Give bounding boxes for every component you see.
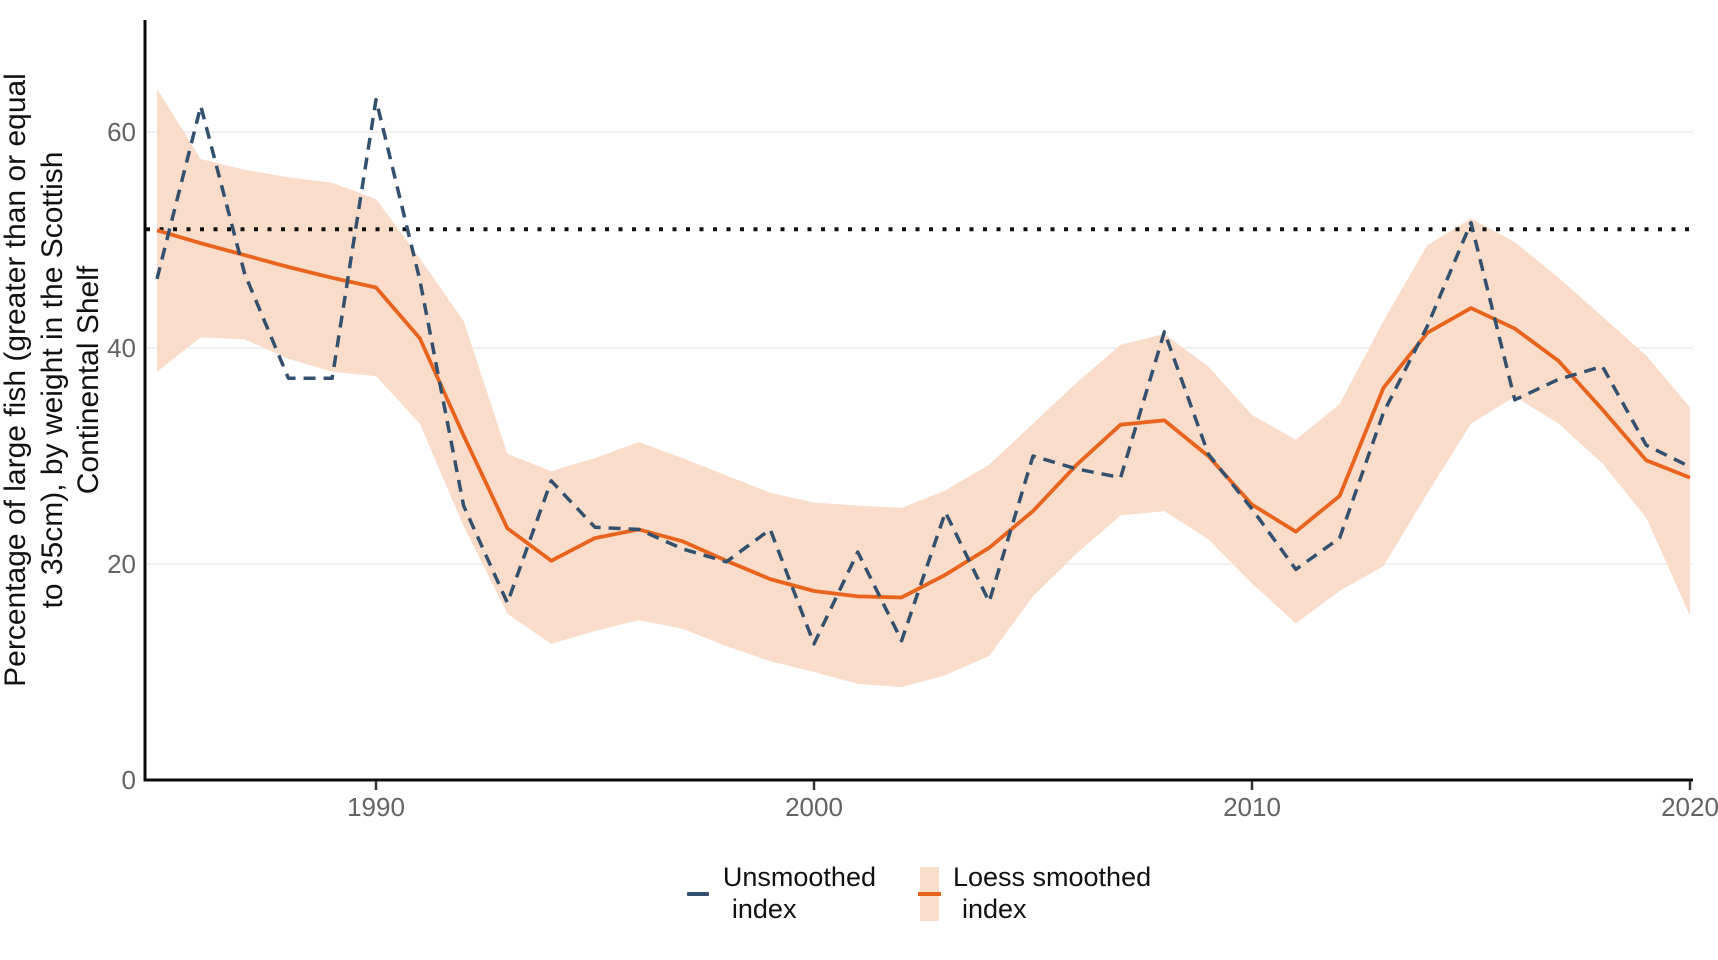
loess-line-key-icon <box>917 891 941 896</box>
legend-label-smoothed-line2: index <box>961 893 1027 924</box>
unsmoothed-line-key-icon <box>686 891 709 896</box>
x-axis-tick-labels: 1990 2000 2010 2020 <box>347 792 1718 822</box>
legend-label-smoothed: Loess smoothed index <box>953 862 1151 926</box>
y-tick-label-60: 60 <box>107 117 136 147</box>
x-axis-ticks <box>374 781 1692 790</box>
y-axis-title-line2: to 35cm), by weight in the Scottish <box>35 151 69 609</box>
y-axis-title-line3: Continental Shelf <box>72 265 106 495</box>
legend: Unsmoothed index Loess smoothed index <box>145 862 1693 926</box>
legend-label-smoothed-line1: Loess smoothed <box>952 862 1152 892</box>
legend-label-unsmoothed-line2: index <box>731 893 797 924</box>
y-axis-title: Percentage of large fish (greater than o… <box>0 0 126 765</box>
loess-ribbon-key-icon <box>917 866 941 921</box>
x-tick-label-2010: 2010 <box>1223 792 1281 822</box>
y-tick-label-20: 20 <box>107 549 136 579</box>
loess-confidence-band <box>157 88 1690 688</box>
legend-label-unsmoothed: Unsmoothed index <box>723 862 876 926</box>
loess-smoothed-line <box>156 228 1691 600</box>
legend-item-smoothed: Loess smoothed index <box>917 862 1151 926</box>
x-tick-label-1990: 1990 <box>347 792 405 822</box>
y-tick-label-40: 40 <box>107 333 136 363</box>
y-axis-title-line1: Percentage of large fish (greater than o… <box>0 73 32 687</box>
legend-item-unsmoothed: Unsmoothed index <box>686 862 876 926</box>
unsmoothed-index-line <box>155 97 1691 646</box>
y-axis-tick-labels: 0 20 40 60 <box>107 117 136 795</box>
x-tick-label-2020: 2020 <box>1661 792 1718 822</box>
y-tick-label-0: 0 <box>122 765 136 795</box>
x-tick-label-2000: 2000 <box>785 792 843 822</box>
legend-label-unsmoothed-line1: Unsmoothed <box>722 862 876 892</box>
